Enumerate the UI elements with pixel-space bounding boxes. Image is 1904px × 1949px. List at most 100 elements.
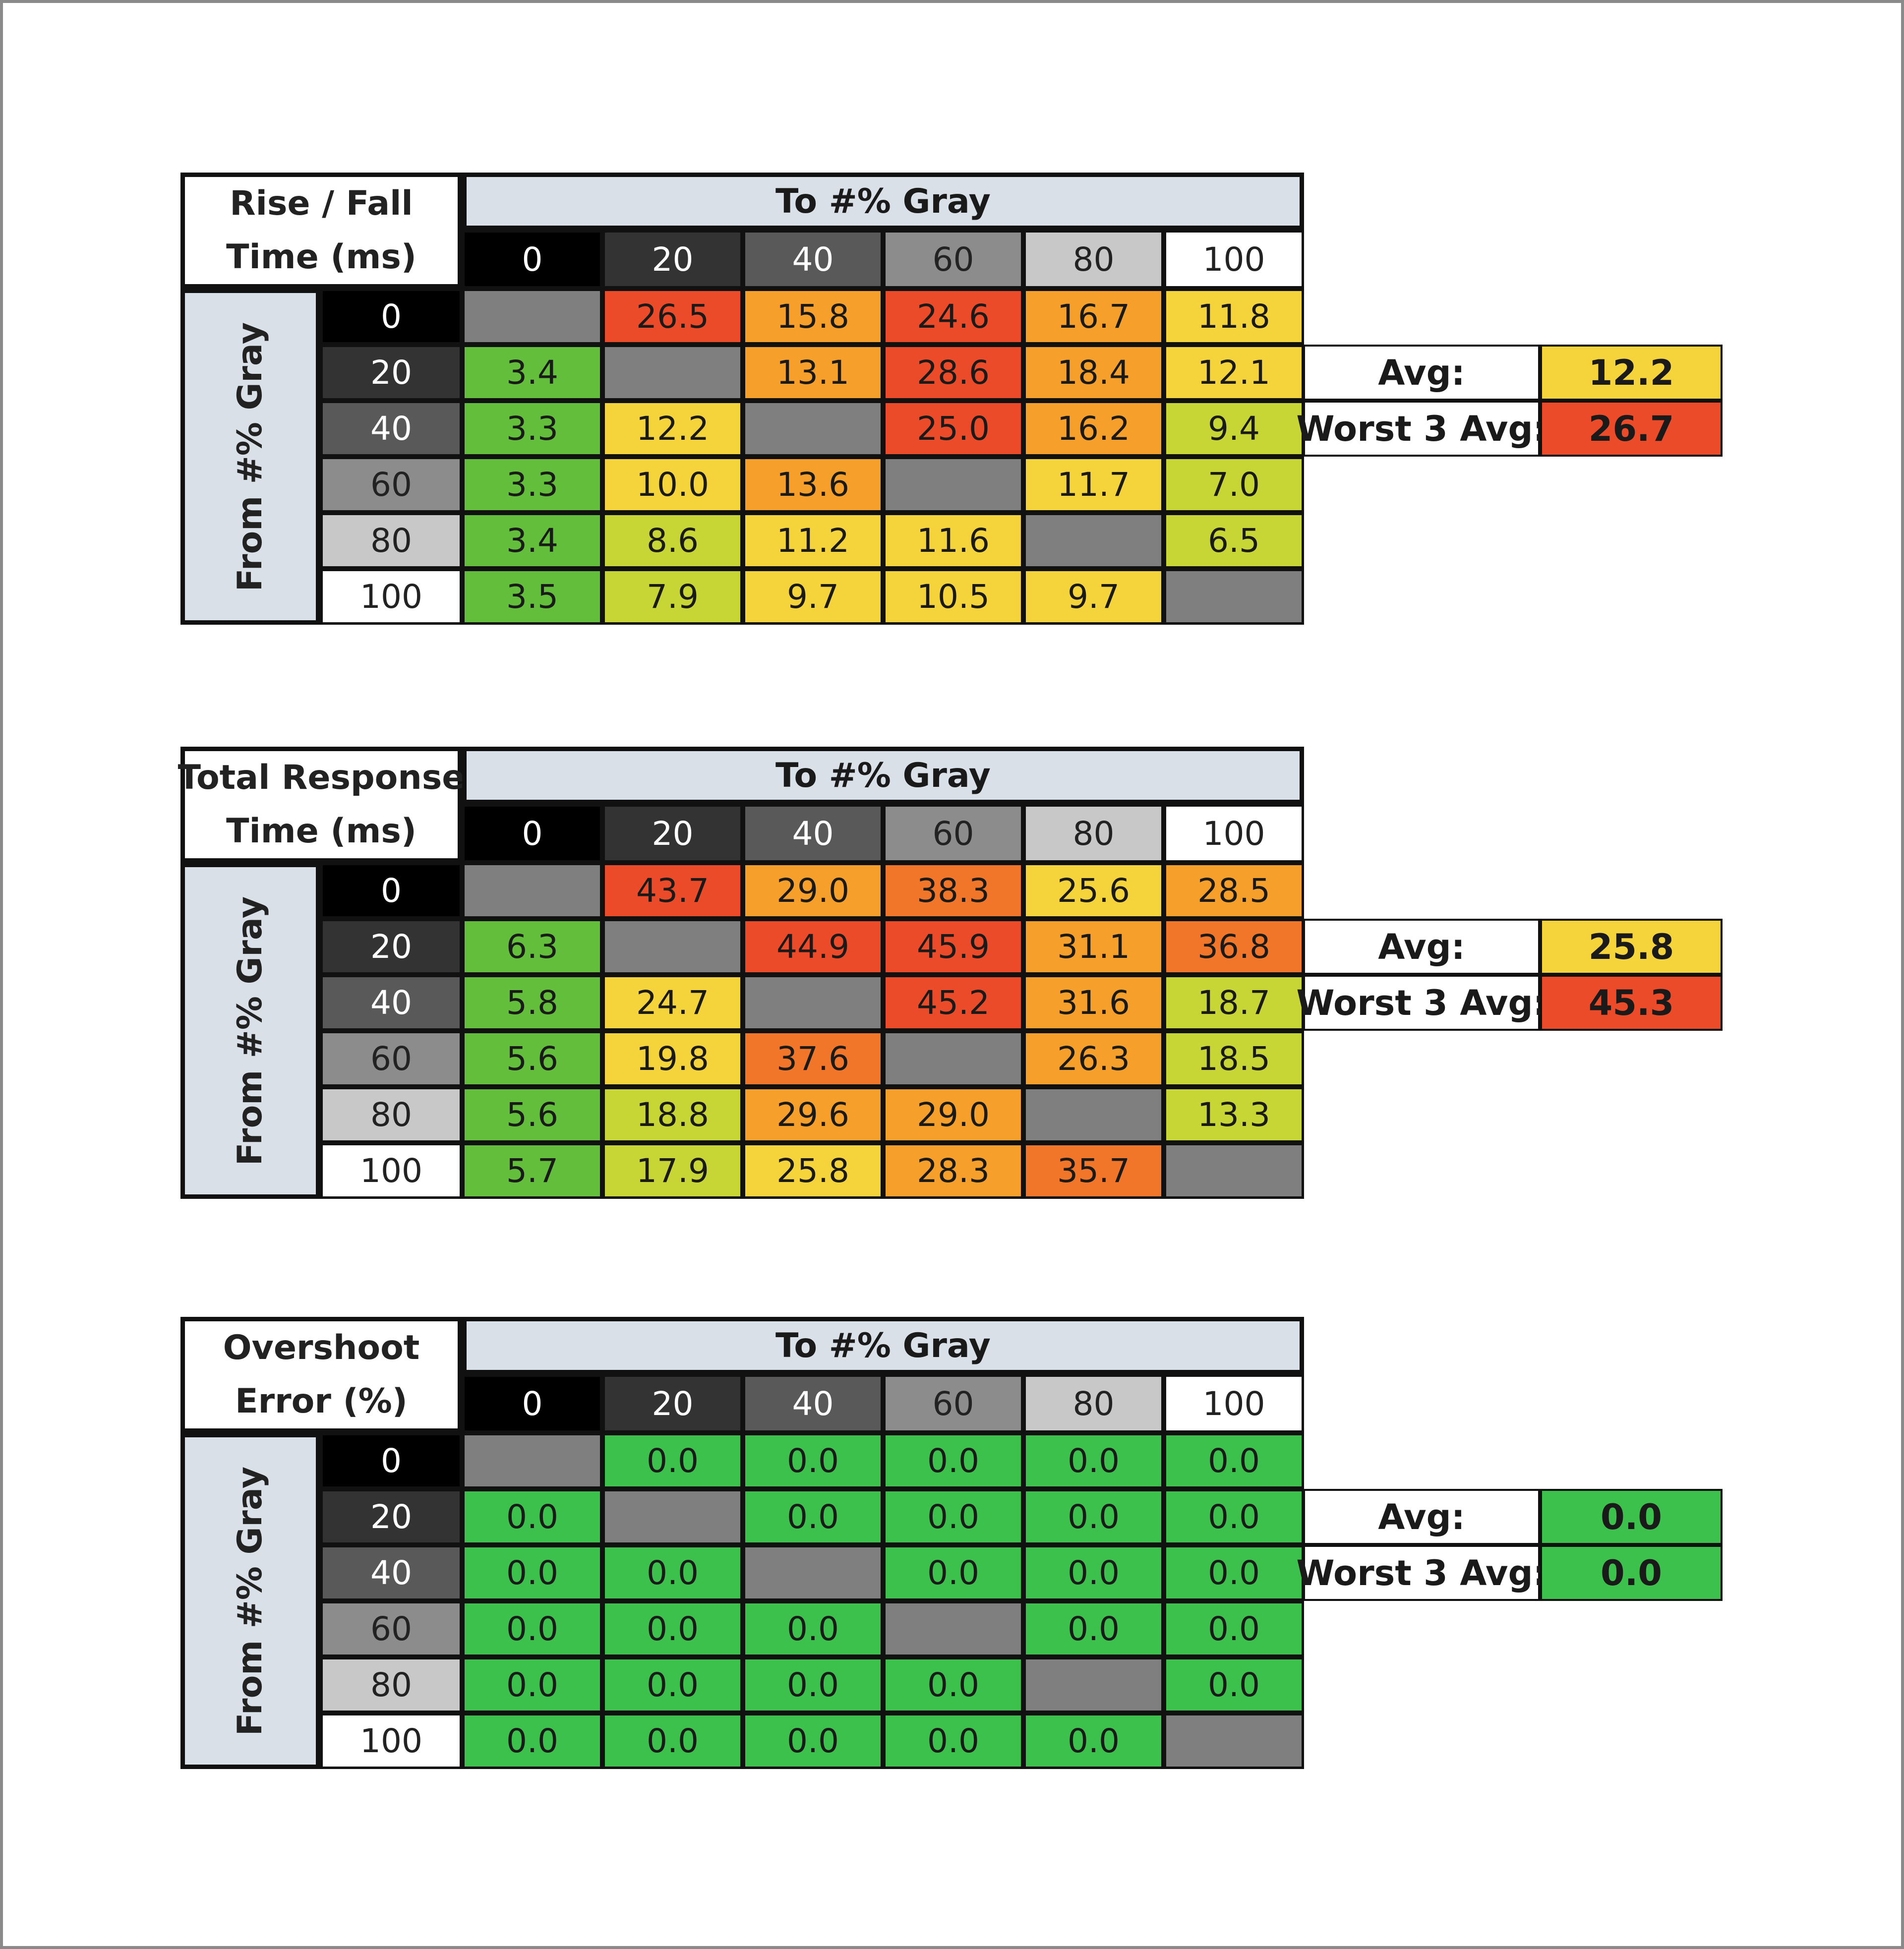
heatmap-cell: 0.0 bbox=[602, 1713, 743, 1769]
y-tick-label: 100 bbox=[320, 1713, 462, 1769]
heatmap-cell: 0.0 bbox=[462, 1713, 602, 1769]
x-tick-label: 60 bbox=[883, 804, 1023, 863]
heatmap-cell-empty bbox=[602, 919, 743, 975]
heatmap-cell: 0.0 bbox=[1023, 1545, 1164, 1601]
heatmap-cell: 13.3 bbox=[1164, 1087, 1304, 1143]
heatmap-cell: 12.2 bbox=[602, 401, 743, 457]
x-tick-label: 80 bbox=[1023, 230, 1164, 289]
y-tick-label: 0 bbox=[320, 1433, 462, 1489]
x-tick-label: 20 bbox=[602, 230, 743, 289]
heatmap-cell-empty bbox=[883, 1031, 1023, 1087]
heatmap-cell: 3.4 bbox=[462, 513, 602, 569]
heatmap-cell: 19.8 bbox=[602, 1031, 743, 1087]
heatmap-cell: 38.3 bbox=[883, 863, 1023, 919]
x-axis-label: To #% Gray bbox=[462, 747, 1304, 804]
x-tick-label: 100 bbox=[1164, 1374, 1304, 1433]
x-tick-label: 100 bbox=[1164, 230, 1304, 289]
heatmap-cell: 18.7 bbox=[1164, 975, 1304, 1031]
heatmap-cell: 16.7 bbox=[1023, 289, 1164, 345]
heatmap-cell: 0.0 bbox=[462, 1489, 602, 1545]
heatmap-cell: 6.3 bbox=[462, 919, 602, 975]
x-tick-label: 0 bbox=[462, 1374, 602, 1433]
heatmap-cell: 45.2 bbox=[883, 975, 1023, 1031]
heatmap-cell: 0.0 bbox=[1023, 1601, 1164, 1657]
y-tick-label: 20 bbox=[320, 345, 462, 401]
heatmap-cell: 0.0 bbox=[1164, 1433, 1304, 1489]
table-title-line: Time (ms) bbox=[226, 237, 416, 277]
x-tick-label: 40 bbox=[743, 1374, 883, 1433]
y-tick-label: 0 bbox=[320, 863, 462, 919]
x-tick-label: 80 bbox=[1023, 804, 1164, 863]
x-tick-label: 40 bbox=[743, 230, 883, 289]
heatmap-cell: 0.0 bbox=[883, 1545, 1023, 1601]
y-tick-label: 60 bbox=[320, 1031, 462, 1087]
y-axis-label-text: From #% Gray bbox=[231, 1466, 270, 1736]
heatmap-cell: 5.8 bbox=[462, 975, 602, 1031]
heatmap-cell-empty bbox=[1023, 1087, 1164, 1143]
y-axis-label: From #% Gray bbox=[180, 289, 320, 625]
heatmap-cell: 36.8 bbox=[1164, 919, 1304, 975]
heatmap-cell: 18.4 bbox=[1023, 345, 1164, 401]
heatmap-cell: 15.8 bbox=[743, 289, 883, 345]
x-tick-label: 60 bbox=[883, 230, 1023, 289]
y-axis-label: From #% Gray bbox=[180, 1433, 320, 1769]
heatmap-cell: 0.0 bbox=[1023, 1489, 1164, 1545]
heatmap-cell: 0.0 bbox=[1164, 1657, 1304, 1713]
avg-label: Avg: bbox=[1303, 345, 1540, 401]
heatmap-cell: 3.4 bbox=[462, 345, 602, 401]
y-tick-label: 40 bbox=[320, 975, 462, 1031]
heatmap-cell-empty bbox=[883, 457, 1023, 513]
table-title: Rise / Fall Time (ms) bbox=[180, 173, 462, 289]
heatmap-cell-empty bbox=[1164, 1713, 1304, 1769]
heatmap-cell: 37.6 bbox=[743, 1031, 883, 1087]
avg-value: 0.0 bbox=[1540, 1489, 1723, 1545]
x-axis-label: To #% Gray bbox=[462, 1317, 1304, 1374]
worst-3-avg-label: Worst 3 Avg: bbox=[1296, 975, 1547, 1031]
y-tick-label: 20 bbox=[320, 1489, 462, 1545]
heatmap-cell: 29.6 bbox=[743, 1087, 883, 1143]
heatmap-cell-empty bbox=[1023, 513, 1164, 569]
heatmap-cell: 5.6 bbox=[462, 1087, 602, 1143]
heatmap-cell: 25.0 bbox=[883, 401, 1023, 457]
heatmap-cell-empty bbox=[743, 1545, 883, 1601]
table-title: Total Response Time (ms) bbox=[178, 747, 465, 863]
table-title-line: Overshoot bbox=[223, 1328, 420, 1367]
heatmap-cell: 45.9 bbox=[883, 919, 1023, 975]
heatmap-cell: 0.0 bbox=[1023, 1713, 1164, 1769]
worst-3-avg-value: 45.3 bbox=[1540, 975, 1723, 1031]
y-tick-label: 80 bbox=[320, 513, 462, 569]
x-tick-label: 20 bbox=[602, 804, 743, 863]
y-axis-label: From #% Gray bbox=[180, 863, 320, 1199]
table-title-line: Time (ms) bbox=[226, 812, 416, 851]
heatmap-cell: 25.6 bbox=[1023, 863, 1164, 919]
heatmap-cell: 28.6 bbox=[883, 345, 1023, 401]
x-tick-label: 20 bbox=[602, 1374, 743, 1433]
heatmap-cell: 18.5 bbox=[1164, 1031, 1304, 1087]
worst-3-avg-label: Worst 3 Avg: bbox=[1296, 1545, 1547, 1601]
x-tick-label: 100 bbox=[1164, 804, 1304, 863]
heatmap-cell: 24.7 bbox=[602, 975, 743, 1031]
heatmap-cell: 9.7 bbox=[743, 569, 883, 625]
y-tick-label: 40 bbox=[320, 1545, 462, 1601]
y-axis-label-text: From #% Gray bbox=[231, 896, 270, 1166]
heatmap-cell: 0.0 bbox=[883, 1657, 1023, 1713]
x-tick-label: 0 bbox=[462, 230, 602, 289]
heatmap-cell: 16.2 bbox=[1023, 401, 1164, 457]
heatmap-cell: 3.3 bbox=[462, 457, 602, 513]
table-title-line: Error (%) bbox=[235, 1382, 408, 1421]
heatmap-cell: 3.5 bbox=[462, 569, 602, 625]
heatmap-cell: 29.0 bbox=[743, 863, 883, 919]
heatmap-cell: 0.0 bbox=[743, 1601, 883, 1657]
heatmap-cell: 18.8 bbox=[602, 1087, 743, 1143]
heatmap-cell: 28.3 bbox=[883, 1143, 1023, 1199]
y-tick-label: 80 bbox=[320, 1087, 462, 1143]
heatmap-cell: 13.6 bbox=[743, 457, 883, 513]
heatmap-cell: 10.5 bbox=[883, 569, 1023, 625]
heatmap-cell: 25.8 bbox=[743, 1143, 883, 1199]
heatmap-cell: 31.1 bbox=[1023, 919, 1164, 975]
y-tick-label: 100 bbox=[320, 569, 462, 625]
heatmap-cell: 9.7 bbox=[1023, 569, 1164, 625]
heatmap-cell: 0.0 bbox=[462, 1657, 602, 1713]
heatmap-cell: 11.6 bbox=[883, 513, 1023, 569]
